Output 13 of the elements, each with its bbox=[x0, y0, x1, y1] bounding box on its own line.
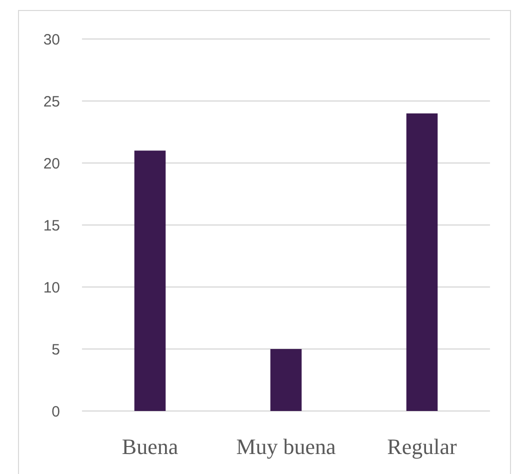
x-tick-label: Buena bbox=[122, 434, 178, 459]
y-tick-label: 10 bbox=[43, 279, 60, 296]
x-tick-label: Muy buena bbox=[236, 434, 336, 459]
y-tick-label: 0 bbox=[52, 403, 60, 420]
bar bbox=[270, 349, 302, 411]
y-tick-label: 25 bbox=[43, 93, 60, 110]
y-tick-label: 15 bbox=[43, 217, 60, 234]
y-tick-label: 5 bbox=[52, 341, 60, 358]
bar bbox=[134, 150, 166, 411]
x-tick-label: Regular bbox=[387, 434, 458, 459]
bar bbox=[406, 113, 438, 411]
y-tick-label: 30 bbox=[43, 31, 60, 48]
y-tick-label: 20 bbox=[43, 155, 60, 172]
